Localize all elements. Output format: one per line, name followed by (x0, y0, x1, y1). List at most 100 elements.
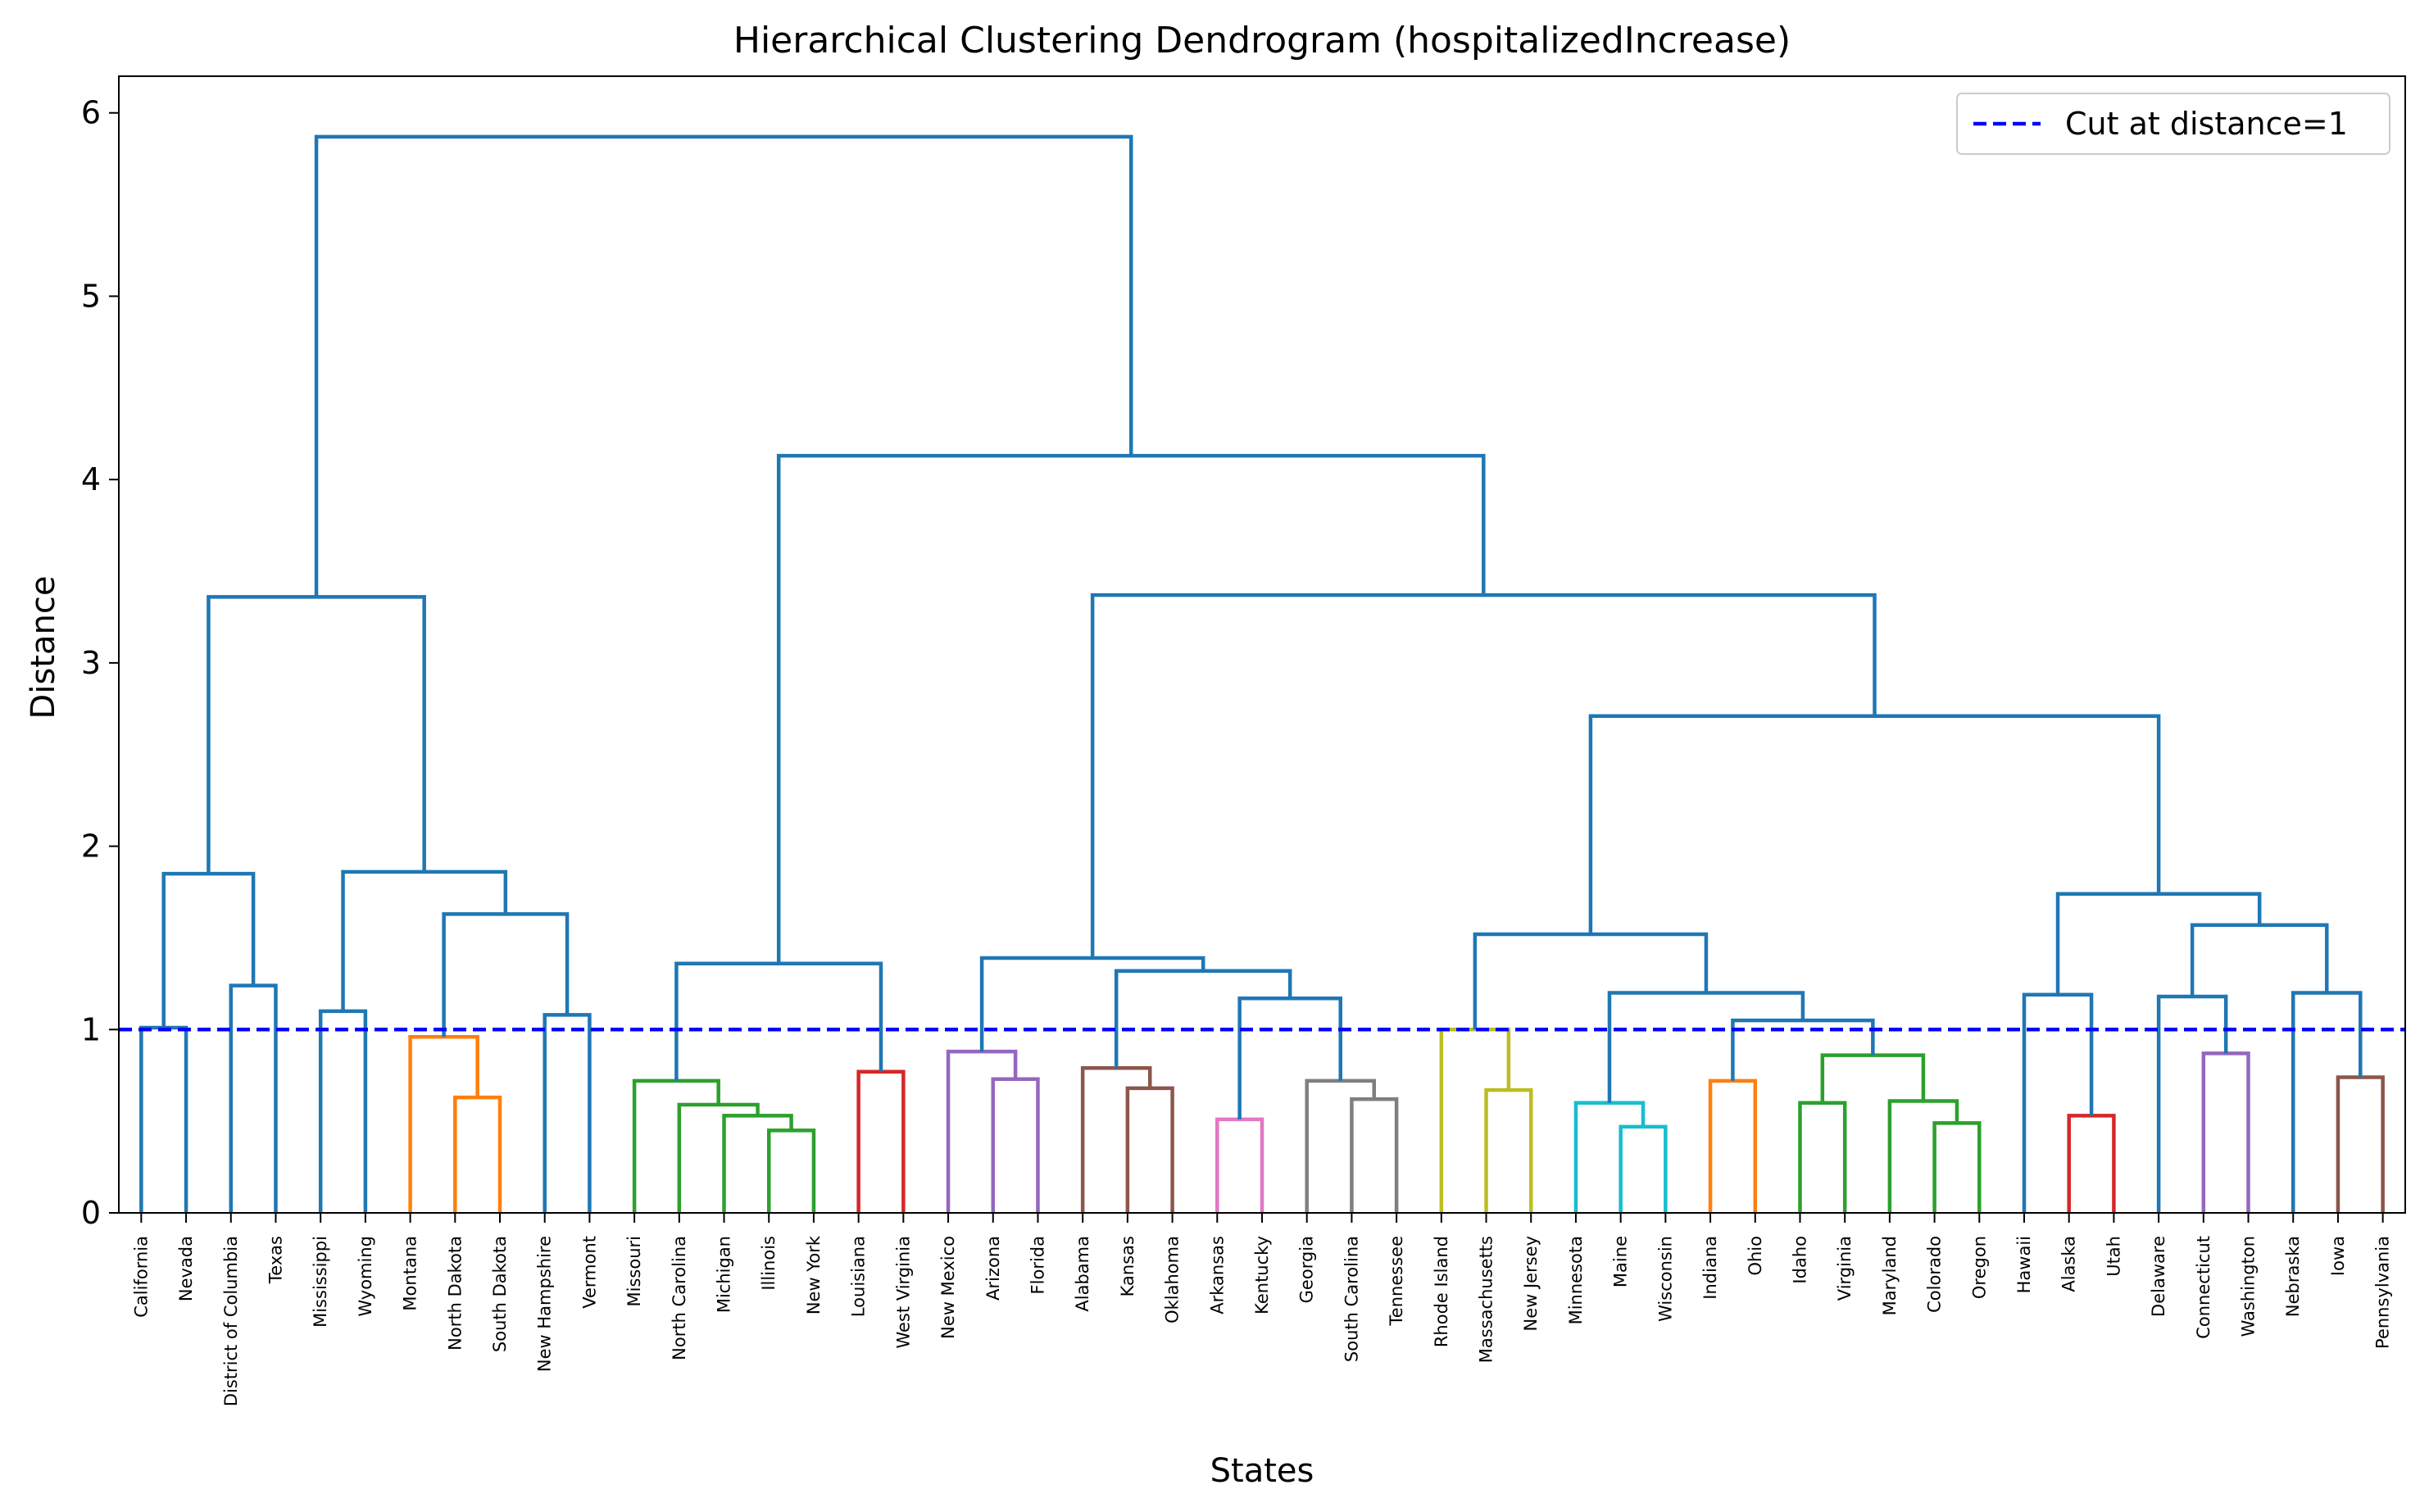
dendrogram-link (1237, 997, 1342, 1119)
leaf-label: Louisiana (849, 1236, 869, 1317)
legend-box (1956, 93, 2390, 155)
leaf-label: Indiana (1700, 1236, 1720, 1300)
dendrogram-link (2291, 991, 2363, 1213)
dendrogram-link (2190, 923, 2329, 997)
leaf-label: Nevada (176, 1236, 196, 1301)
dendrogram-link (2055, 892, 2262, 995)
leaf-label: District of Columbia (221, 1236, 241, 1406)
dendrogram-link (314, 134, 1133, 597)
dendrogram-link (766, 1128, 816, 1213)
dendrogram-link (1350, 1097, 1399, 1213)
leaf-label: Massachusetts (1477, 1236, 1496, 1363)
leaf-label: Florida (1028, 1236, 1047, 1294)
leaf-label: South Dakota (490, 1236, 510, 1352)
leaf-label: Michigan (715, 1236, 734, 1313)
leaf-label: New Jersey (1521, 1236, 1541, 1332)
leaf-label: Arkansas (1207, 1236, 1227, 1314)
leaf-label: West Virginia (893, 1236, 913, 1348)
dendrogram-link (1619, 1124, 1668, 1213)
leaf-label: Hawaii (2014, 1236, 2034, 1293)
y-tick-label: 0 (81, 1195, 101, 1231)
y-axis-ticks: 0 1 2 3 4 5 6 (81, 95, 119, 1231)
leaf-label: Illinois (759, 1236, 779, 1291)
y-tick-label: 4 (81, 461, 101, 497)
leaf-label: Idaho (1790, 1236, 1809, 1284)
chart-title: Hierarchical Clustering Dendrogram (hosp… (733, 20, 1791, 61)
dendrogram-link (1473, 932, 1709, 1030)
leaf-label: Oregon (1969, 1236, 1989, 1299)
leaf-label: Kansas (1118, 1236, 1137, 1296)
y-tick-label: 1 (81, 1011, 101, 1047)
leaf-label: Rhode Island (1432, 1236, 1451, 1347)
dendrogram-link (632, 1078, 720, 1213)
leaf-label: Nebraska (2283, 1236, 2303, 1317)
leaf-label: Iowa (2328, 1236, 2348, 1276)
dendrogram-link (856, 1069, 906, 1213)
y-tick-label: 3 (81, 645, 101, 681)
y-tick-label: 5 (81, 278, 101, 314)
leaf-label: New York (804, 1235, 824, 1314)
dendrogram-link (1887, 1099, 1959, 1213)
leaf-label: South Carolina (1342, 1236, 1361, 1362)
dendrogram-link (1798, 1101, 1847, 1213)
leaf-label: Vermont (579, 1236, 599, 1309)
leaf-label: New Hampshire (535, 1236, 555, 1372)
dendrogram-link (1932, 1121, 1982, 1213)
leaf-label: Oklahoma (1163, 1236, 1183, 1324)
leaf-label: Missouri (624, 1236, 644, 1306)
x-axis-label: States (1210, 1452, 1314, 1490)
dendrogram-link (1588, 714, 2161, 934)
dendrogram-link (1484, 1087, 1533, 1213)
plot-frame (118, 75, 2406, 1214)
leaf-label: Pennsylvania (2373, 1236, 2393, 1349)
dendrogram-links (139, 134, 2385, 1213)
dendrogram-link (408, 1034, 479, 1213)
dendrogram-link (677, 1102, 760, 1213)
y-tick-label: 6 (81, 95, 101, 131)
leaf-label: Maine (1611, 1236, 1631, 1287)
legend: Cut at distance=1 (1956, 93, 2390, 155)
leaf-label: Maryland (1880, 1236, 1900, 1315)
dendrogram-link (674, 961, 883, 1081)
leaf-label: Montana (401, 1236, 420, 1311)
dendrogram-link (453, 1095, 502, 1213)
dendrogram-link (1125, 1086, 1174, 1213)
dendrogram-link (161, 871, 256, 1028)
leaf-label: Alabama (1073, 1236, 1092, 1312)
dendrogram-link (229, 983, 278, 1213)
dendrogram-link (991, 1077, 1040, 1213)
dendrogram-link (2022, 992, 2094, 1213)
dendrogram-link (1215, 1117, 1264, 1213)
leaf-label: Colorado (1925, 1236, 1945, 1313)
leaf-label: Texas (266, 1236, 285, 1284)
y-tick-label: 2 (81, 829, 101, 865)
dendrogram-link (1114, 969, 1292, 1069)
dendrogram-link (946, 1049, 1018, 1213)
leaf-label: Wisconsin (1655, 1236, 1675, 1322)
dendrogram-link (442, 912, 570, 1038)
x-axis-ticks: California Nevada District of Columbia Texa… (131, 1213, 2393, 1406)
leaf-label: Washington (2239, 1236, 2259, 1337)
leaf-label: North Carolina (670, 1236, 689, 1360)
leaf-label: Georgia (1297, 1236, 1317, 1303)
dendrogram-link (1820, 1053, 1926, 1103)
leaf-label: Utah (2104, 1236, 2123, 1277)
dendrogram-link (1573, 1101, 1646, 1213)
leaf-label: Connecticut (2194, 1236, 2213, 1339)
leaf-label: Minnesota (1566, 1236, 1586, 1324)
leaf-label: Alaska (2059, 1236, 2079, 1292)
dendrogram-link (776, 453, 1486, 964)
dendrogram-link (1439, 1028, 1511, 1213)
legend-cut-label: Cut at distance=1 (2065, 106, 2348, 142)
leaf-label: Kentucky (1252, 1236, 1272, 1314)
dendrogram-link (1090, 593, 1877, 959)
dendrogram-link (2067, 1114, 2116, 1213)
dendrogram-link (1305, 1078, 1377, 1213)
leaf-label: Mississippi (311, 1236, 330, 1328)
y-axis-label: Distance (25, 576, 62, 720)
dendrogram-link (139, 1025, 188, 1213)
dendrogram-link (1708, 1078, 1758, 1213)
dendrogram-link (207, 595, 426, 874)
dendrogram-link (1607, 991, 1805, 1103)
